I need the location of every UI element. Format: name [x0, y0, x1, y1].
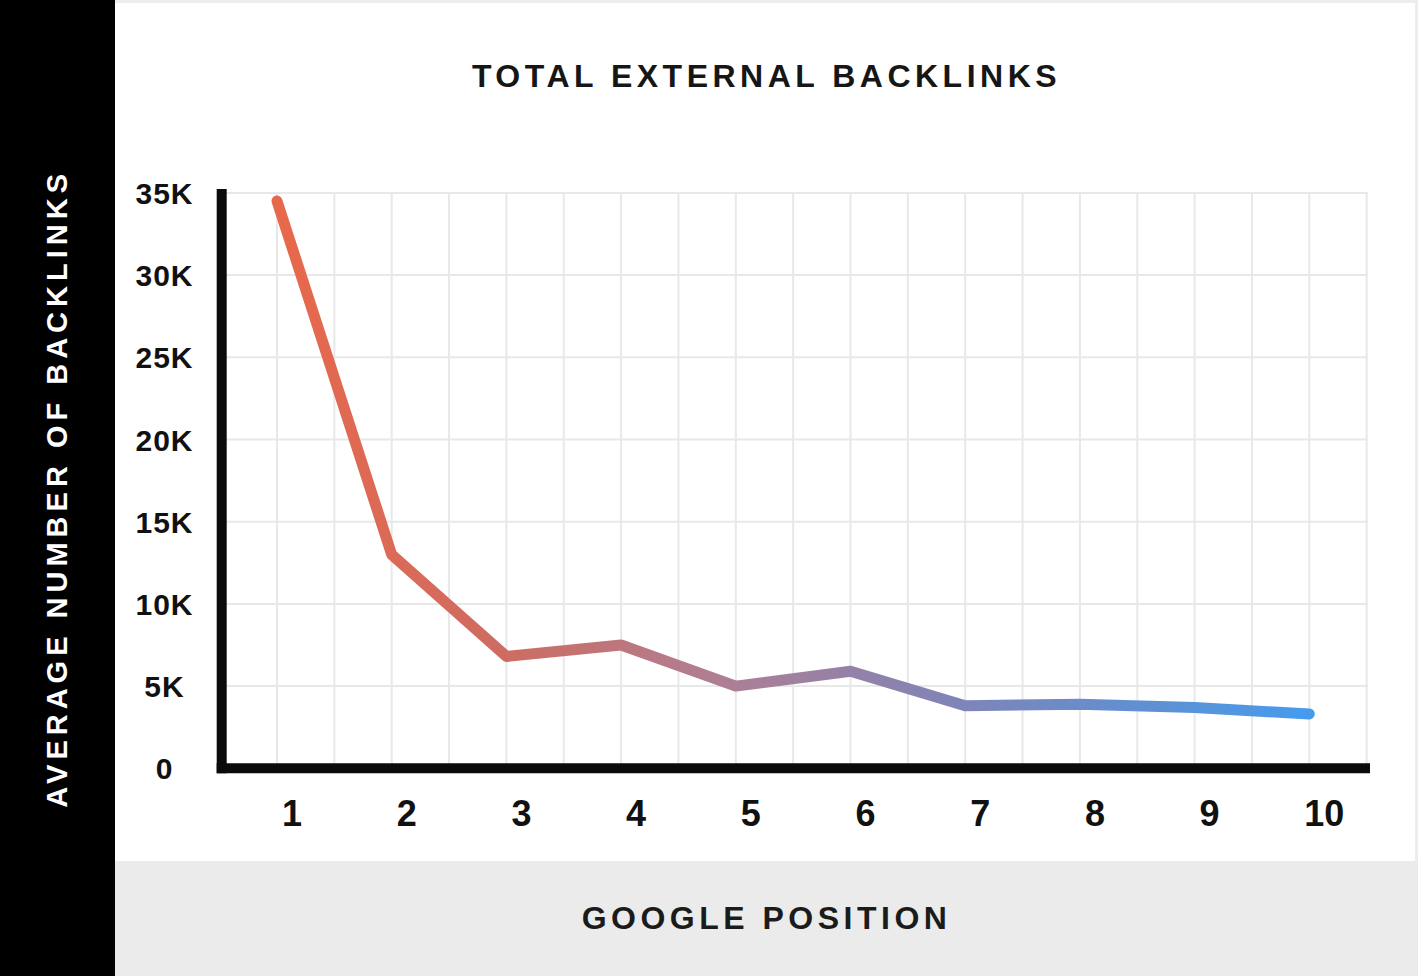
x-axis-tick-labels: 1 2 3 4 5 6 7 8 9 10 — [282, 793, 1344, 834]
svg-text:3: 3 — [511, 793, 531, 834]
svg-text:8: 8 — [1085, 793, 1105, 834]
svg-text:35K: 35K — [135, 177, 193, 210]
svg-text:20K: 20K — [135, 424, 193, 457]
svg-text:9: 9 — [1200, 793, 1220, 834]
svg-text:2: 2 — [397, 793, 417, 834]
svg-text:4: 4 — [626, 793, 646, 834]
svg-text:1: 1 — [282, 793, 302, 834]
y-axis-title-bar: AVERAGE NUMBER OF BACKLINKS — [0, 0, 115, 976]
chart-title: TOTAL EXTERNAL BACKLINKS — [115, 58, 1418, 95]
line-chart: 0 5K 10K 15K 20K 25K 30K 35K 1 2 3 4 5 6 7 8 9 10 — [0, 0, 1418, 976]
backlinks-chart-card: AVERAGE NUMBER OF BACKLINKS TOTAL EXTERN… — [0, 0, 1418, 976]
y-axis-tick-labels: 0 5K 10K 15K 20K 25K 30K 35K — [135, 177, 193, 785]
x-axis-title-bar: GOOGLE POSITION — [115, 861, 1418, 976]
svg-text:15K: 15K — [135, 506, 193, 539]
svg-text:6: 6 — [855, 793, 875, 834]
y-axis-title: AVERAGE NUMBER OF BACKLINKS — [41, 169, 74, 808]
svg-text:7: 7 — [970, 793, 990, 834]
svg-text:10: 10 — [1304, 793, 1344, 834]
svg-text:25K: 25K — [135, 341, 193, 374]
svg-text:10K: 10K — [135, 588, 193, 621]
x-axis-title: GOOGLE POSITION — [582, 900, 952, 937]
svg-text:5: 5 — [741, 793, 761, 834]
svg-text:0: 0 — [156, 752, 174, 785]
svg-text:30K: 30K — [135, 259, 193, 292]
svg-text:5K: 5K — [144, 670, 184, 703]
